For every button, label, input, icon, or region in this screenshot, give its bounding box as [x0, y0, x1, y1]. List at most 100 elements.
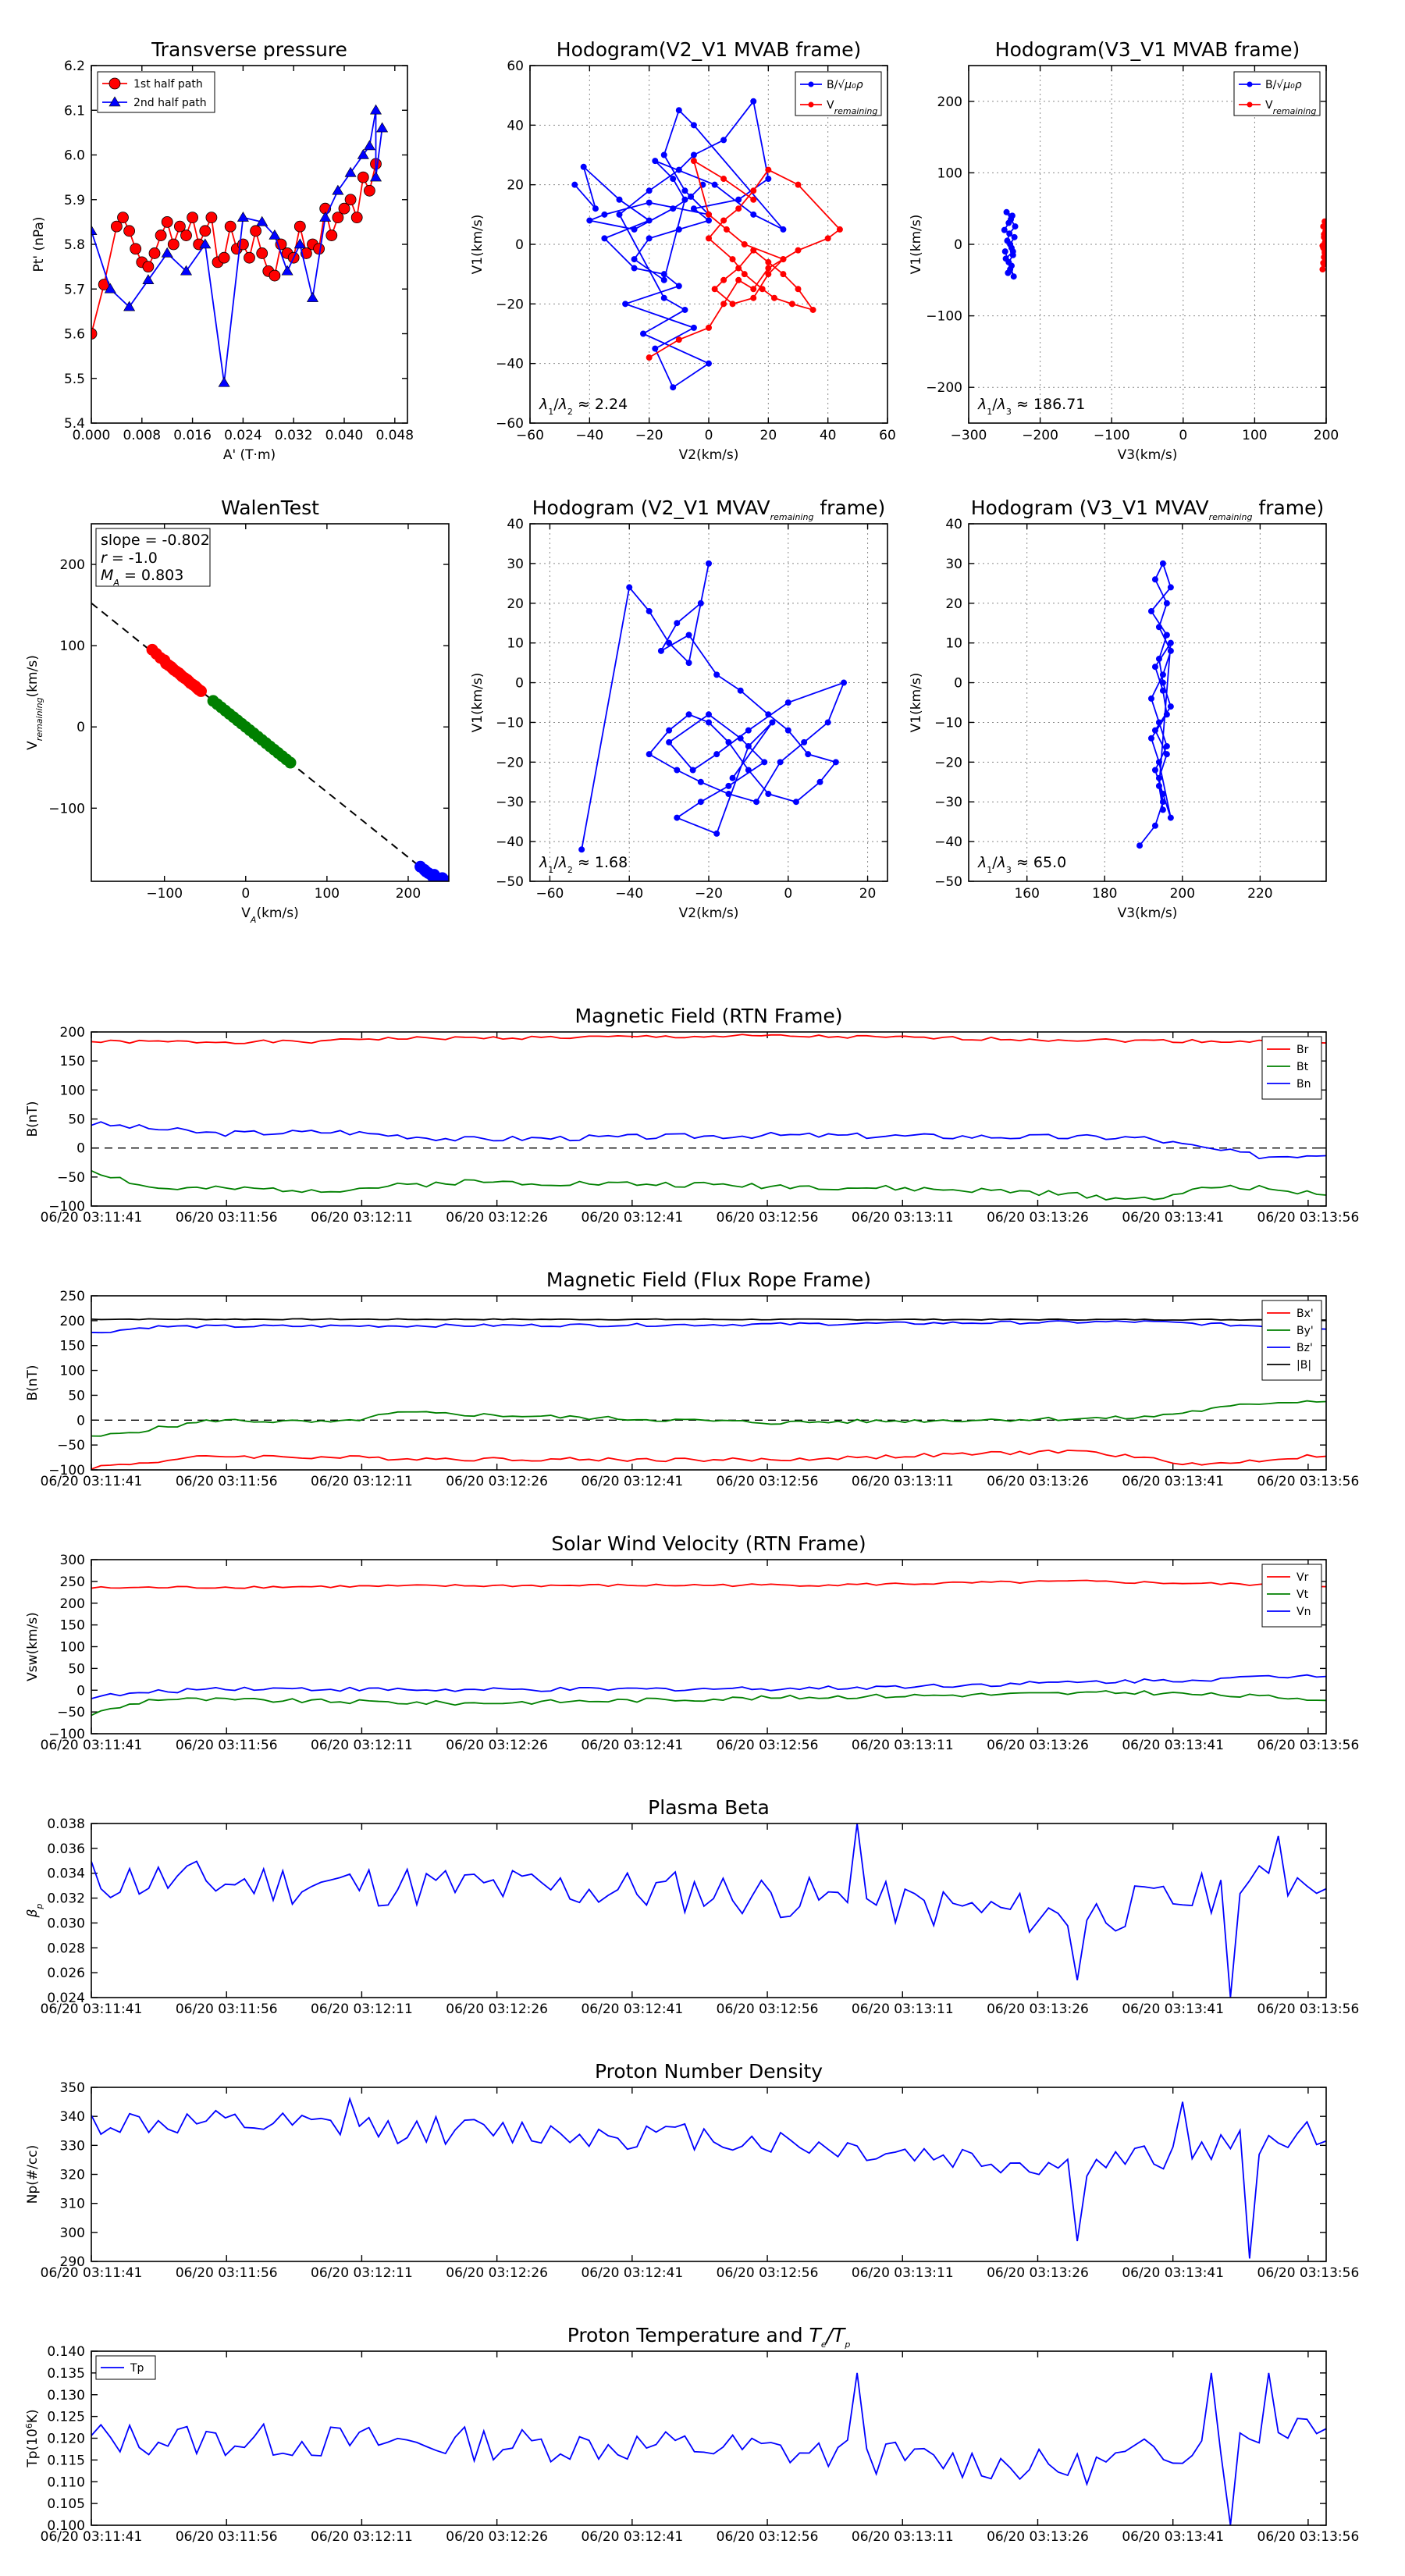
- x-axis-label: A' (T·m): [223, 447, 276, 463]
- data-point: [1001, 248, 1008, 255]
- plot-area: [91, 1318, 1326, 1470]
- plot-area: [91, 1034, 1326, 1201]
- x-tick-label: 06/20 03:13:11: [852, 2529, 954, 2545]
- data-point: [675, 107, 682, 114]
- data-point: [338, 202, 350, 215]
- y-axis-label: B(nT): [25, 1364, 41, 1400]
- x-tick-label: 0: [705, 428, 713, 443]
- y-axis-label: Vremaining(km/s): [25, 655, 44, 750]
- chart-walen-test: WalenTest −100 0 100 200 −100 0 100 200 VA(km/s) V…: [25, 496, 450, 925]
- data-point: [269, 229, 281, 240]
- series-line-Vn: [91, 1674, 1326, 1699]
- data-point: [1151, 822, 1158, 829]
- y-tick-label: −40: [496, 357, 524, 372]
- data-point: [720, 137, 727, 144]
- data-point: [646, 217, 653, 224]
- x-tick-label: 0.032: [275, 428, 313, 443]
- data-point: [640, 330, 647, 337]
- plot-frame: [529, 65, 888, 424]
- series-line-|B|: [91, 1318, 1326, 1322]
- y-tick-label: −100: [48, 1199, 85, 1215]
- y-tick-label: 30: [945, 557, 962, 572]
- chart-title: Magnetic Field (Flux Rope Frame): [546, 1268, 871, 1291]
- data-point: [117, 212, 129, 224]
- data-point: [735, 196, 742, 203]
- x-tick-label: 06/20 03:13:41: [1122, 2529, 1224, 2545]
- y-tick-label: 0: [76, 1683, 85, 1699]
- x-tick-label: 06/20 03:13:41: [1122, 2001, 1224, 2017]
- legend-box: [1233, 71, 1321, 116]
- y-tick-label: 0.028: [47, 1941, 85, 1956]
- data-point: [1167, 647, 1174, 654]
- data-point: [1003, 208, 1010, 215]
- plot-frame: [91, 1823, 1327, 1998]
- y-tick-label: −100: [926, 309, 962, 325]
- data-point: [571, 181, 578, 188]
- plot-area: [91, 2096, 1326, 2259]
- data-point: [750, 196, 757, 203]
- plot-frame: [91, 2087, 1327, 2262]
- data-point: [735, 265, 742, 272]
- data-point: [436, 872, 449, 881]
- series-line-0: [581, 563, 845, 850]
- y-tick-label: 50: [68, 1112, 85, 1128]
- data-point: [1319, 242, 1326, 249]
- x-tick-label: 100: [315, 886, 340, 902]
- data-point: [1151, 664, 1158, 671]
- legend-label: Tp: [130, 2362, 144, 2375]
- x-tick-label: 06/20 03:12:26: [446, 1738, 548, 1753]
- chart-title: Plasma Beta: [648, 1796, 770, 1819]
- eigen-ratio-annotation: λ1/λ3 ≈ 186.71: [977, 396, 1085, 417]
- series-line-Np: [91, 2096, 1326, 2259]
- data-point: [660, 294, 667, 301]
- data-point: [1155, 719, 1162, 726]
- data-point: [652, 158, 659, 165]
- data-point: [750, 247, 757, 254]
- data-point: [1155, 759, 1162, 766]
- x-tick-label: −40: [575, 428, 603, 443]
- chart-title: WalenTest: [221, 496, 319, 519]
- data-point: [325, 229, 338, 241]
- data-point: [836, 226, 843, 233]
- data-point: [1163, 632, 1170, 639]
- series-line-Vr: [91, 1579, 1326, 1589]
- data-point: [91, 328, 98, 340]
- data-point: [1163, 751, 1170, 758]
- data-point: [765, 166, 772, 173]
- data-point: [244, 251, 255, 264]
- y-tick-label: −10: [496, 715, 524, 731]
- data-point: [706, 360, 712, 367]
- data-point: [735, 205, 742, 212]
- y-tick-label: 0.130: [47, 2388, 85, 2403]
- x-tick-label: 0.024: [224, 428, 262, 443]
- data-point: [646, 354, 653, 361]
- x-tick-label: 06/20 03:12:56: [717, 1210, 819, 1226]
- x-tick-label: 06/20 03:13:11: [852, 2265, 954, 2281]
- data-point: [123, 301, 136, 311]
- stat-r: r = -1.0: [101, 550, 158, 567]
- x-tick-label: 06/20 03:13:41: [1122, 1738, 1224, 1753]
- x-tick-label: 06/20 03:13:41: [1122, 1474, 1224, 1489]
- x-tick-label: 06/20 03:11:41: [41, 2265, 143, 2281]
- chart-hodogram-v2v1-mvab: Hodogram(V2_V1 MVAB frame) −60 −40 −20 0 20 40…: [470, 38, 896, 463]
- data-point: [218, 376, 230, 387]
- eigen-ratio-annotation: λ1/λ3 ≈ 65.0: [977, 854, 1066, 875]
- data-point: [306, 292, 319, 302]
- data-point: [792, 799, 799, 806]
- data-point: [1155, 774, 1162, 781]
- x-tick-label: 0.040: [325, 428, 364, 443]
- data-point: [681, 306, 688, 313]
- data-point: [720, 301, 727, 308]
- data-point: [675, 166, 682, 173]
- data-point: [1320, 223, 1326, 230]
- data-point: [601, 235, 608, 242]
- data-point: [674, 814, 681, 821]
- y-tick-label: 290: [60, 2254, 85, 2270]
- series-line-By': [91, 1400, 1326, 1437]
- legend-label: Bn: [1297, 1078, 1311, 1091]
- y-tick-label: 150: [60, 1339, 85, 1354]
- x-tick-label: 06/20 03:12:26: [446, 1210, 548, 1226]
- data-point: [784, 699, 791, 706]
- x-tick-label: 0.016: [173, 428, 212, 443]
- x-tick-label: 40: [820, 428, 837, 443]
